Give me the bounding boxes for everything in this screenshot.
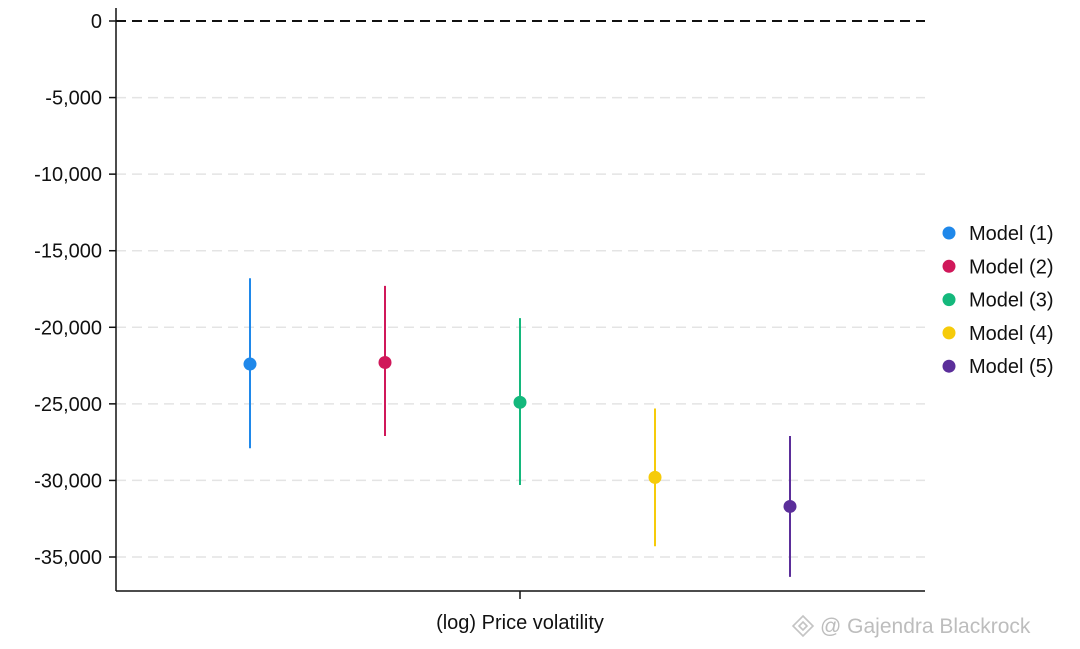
legend-label: Model (3) [969, 290, 1053, 312]
y-tick-label: -5,000 [45, 88, 102, 110]
y-tick-label: 0 [91, 11, 102, 33]
y-tick-label: -30,000 [34, 470, 102, 492]
watermark: @ Gajendra Blackrock [791, 614, 1031, 638]
legend-label: Model (4) [969, 323, 1053, 345]
legend-marker [942, 293, 956, 307]
watermark-text: @ Gajendra Blackrock [820, 615, 1031, 638]
y-tick-label: -20,000 [34, 317, 102, 339]
point-estimate-marker [513, 395, 527, 409]
legend-label: Model (1) [969, 223, 1053, 245]
legend-marker [942, 259, 956, 273]
y-tick-label: -15,000 [34, 241, 102, 263]
point-estimate-marker [378, 356, 392, 370]
legend: Model (1) Model (2) Model (3) Model (4) Mode… [942, 223, 1053, 378]
diamond-logo-icon [791, 614, 815, 638]
x-axis-title: (log) Price volatility [436, 612, 604, 634]
y-tick-label: -35,000 [34, 547, 102, 569]
y-tick-label: -10,000 [34, 164, 102, 186]
y-tick-label: -25,000 [34, 394, 102, 416]
point-estimate-marker [783, 499, 797, 513]
point-estimate-marker [243, 357, 257, 371]
legend-marker [942, 326, 956, 340]
legend-label: Model (2) [969, 256, 1053, 278]
y-axis-ticks: 0 -5,000 -10,000 -15,000 -20,000 -25,000 -30,0… [34, 11, 116, 569]
legend-marker [942, 226, 956, 240]
legend-marker [942, 359, 956, 373]
series-marks [243, 278, 797, 577]
point-estimate-marker [648, 470, 662, 484]
legend-label: Model (5) [969, 356, 1053, 378]
